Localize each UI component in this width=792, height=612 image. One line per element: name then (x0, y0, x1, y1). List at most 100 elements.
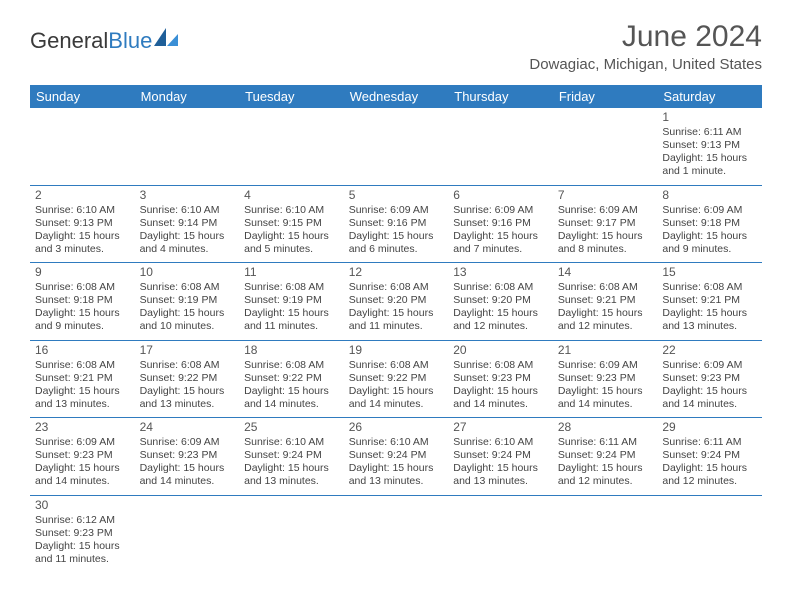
day-number: 23 (35, 420, 130, 435)
day-header: Sunday (30, 85, 135, 108)
daylight-text: Daylight: 15 hours and 9 minutes. (35, 307, 130, 333)
header: GeneralBlue June 2024 Dowagiac, Michigan… (30, 20, 762, 81)
daylight-text: Daylight: 15 hours and 13 minutes. (140, 385, 235, 411)
day-number: 14 (558, 265, 653, 280)
day-number: 2 (35, 188, 130, 203)
day-cell: 22Sunrise: 6:09 AMSunset: 9:23 PMDayligh… (657, 340, 762, 418)
day-cell: 3Sunrise: 6:10 AMSunset: 9:14 PMDaylight… (135, 185, 240, 263)
sunrise-text: Sunrise: 6:08 AM (349, 281, 444, 294)
day-info: Sunrise: 6:10 AMSunset: 9:15 PMDaylight:… (244, 204, 339, 257)
daylight-text: Daylight: 15 hours and 6 minutes. (349, 230, 444, 256)
sunrise-text: Sunrise: 6:08 AM (558, 281, 653, 294)
sunrise-text: Sunrise: 6:08 AM (453, 281, 548, 294)
day-number: 3 (140, 188, 235, 203)
day-info: Sunrise: 6:08 AMSunset: 9:21 PMDaylight:… (662, 281, 757, 334)
daylight-text: Daylight: 15 hours and 13 minutes. (662, 307, 757, 333)
day-number: 8 (662, 188, 757, 203)
day-number: 15 (662, 265, 757, 280)
daylight-text: Daylight: 15 hours and 3 minutes. (35, 230, 130, 256)
day-number: 12 (349, 265, 444, 280)
empty-cell (344, 495, 449, 572)
day-info: Sunrise: 6:11 AMSunset: 9:24 PMDaylight:… (558, 436, 653, 489)
sunset-text: Sunset: 9:16 PM (349, 217, 444, 230)
day-info: Sunrise: 6:08 AMSunset: 9:19 PMDaylight:… (140, 281, 235, 334)
day-info: Sunrise: 6:11 AMSunset: 9:24 PMDaylight:… (662, 436, 757, 489)
day-cell: 24Sunrise: 6:09 AMSunset: 9:23 PMDayligh… (135, 418, 240, 496)
day-cell: 1Sunrise: 6:11 AMSunset: 9:13 PMDaylight… (657, 108, 762, 185)
day-cell: 10Sunrise: 6:08 AMSunset: 9:19 PMDayligh… (135, 263, 240, 341)
sunset-text: Sunset: 9:18 PM (662, 217, 757, 230)
sunset-text: Sunset: 9:22 PM (244, 372, 339, 385)
sunset-text: Sunset: 9:21 PM (558, 294, 653, 307)
day-header: Monday (135, 85, 240, 108)
day-cell: 15Sunrise: 6:08 AMSunset: 9:21 PMDayligh… (657, 263, 762, 341)
sunset-text: Sunset: 9:21 PM (35, 372, 130, 385)
day-cell: 8Sunrise: 6:09 AMSunset: 9:18 PMDaylight… (657, 185, 762, 263)
sunset-text: Sunset: 9:24 PM (558, 449, 653, 462)
daylight-text: Daylight: 15 hours and 13 minutes. (349, 462, 444, 488)
sunset-text: Sunset: 9:18 PM (35, 294, 130, 307)
day-info: Sunrise: 6:08 AMSunset: 9:21 PMDaylight:… (558, 281, 653, 334)
sunset-text: Sunset: 9:19 PM (140, 294, 235, 307)
sunrise-text: Sunrise: 6:08 AM (244, 359, 339, 372)
daylight-text: Daylight: 15 hours and 8 minutes. (558, 230, 653, 256)
daylight-text: Daylight: 15 hours and 14 minutes. (453, 385, 548, 411)
sunrise-text: Sunrise: 6:10 AM (453, 436, 548, 449)
day-info: Sunrise: 6:08 AMSunset: 9:23 PMDaylight:… (453, 359, 548, 412)
sunrise-text: Sunrise: 6:08 AM (453, 359, 548, 372)
sunrise-text: Sunrise: 6:10 AM (349, 436, 444, 449)
day-number: 5 (349, 188, 444, 203)
daylight-text: Daylight: 15 hours and 13 minutes. (453, 462, 548, 488)
sunrise-text: Sunrise: 6:08 AM (140, 281, 235, 294)
day-number: 28 (558, 420, 653, 435)
page: GeneralBlue June 2024 Dowagiac, Michigan… (0, 0, 792, 592)
empty-cell (239, 495, 344, 572)
day-info: Sunrise: 6:09 AMSunset: 9:23 PMDaylight:… (35, 436, 130, 489)
logo-text-general: General (30, 28, 108, 54)
day-info: Sunrise: 6:10 AMSunset: 9:24 PMDaylight:… (349, 436, 444, 489)
daylight-text: Daylight: 15 hours and 14 minutes. (244, 385, 339, 411)
day-info: Sunrise: 6:08 AMSunset: 9:22 PMDaylight:… (349, 359, 444, 412)
sail-icon (154, 28, 180, 54)
sunrise-text: Sunrise: 6:09 AM (558, 359, 653, 372)
day-cell: 7Sunrise: 6:09 AMSunset: 9:17 PMDaylight… (553, 185, 658, 263)
day-number: 17 (140, 343, 235, 358)
empty-cell (344, 108, 449, 185)
day-number: 9 (35, 265, 130, 280)
empty-cell (448, 495, 553, 572)
day-cell: 26Sunrise: 6:10 AMSunset: 9:24 PMDayligh… (344, 418, 449, 496)
sunrise-text: Sunrise: 6:12 AM (35, 514, 130, 527)
day-number: 7 (558, 188, 653, 203)
day-cell: 25Sunrise: 6:10 AMSunset: 9:24 PMDayligh… (239, 418, 344, 496)
daylight-text: Daylight: 15 hours and 14 minutes. (140, 462, 235, 488)
day-number: 27 (453, 420, 548, 435)
daylight-text: Daylight: 15 hours and 14 minutes. (349, 385, 444, 411)
day-info: Sunrise: 6:09 AMSunset: 9:16 PMDaylight:… (453, 204, 548, 257)
day-cell: 16Sunrise: 6:08 AMSunset: 9:21 PMDayligh… (30, 340, 135, 418)
daylight-text: Daylight: 15 hours and 12 minutes. (558, 307, 653, 333)
daylight-text: Daylight: 15 hours and 7 minutes. (453, 230, 548, 256)
sunset-text: Sunset: 9:22 PM (349, 372, 444, 385)
daylight-text: Daylight: 15 hours and 12 minutes. (558, 462, 653, 488)
day-cell: 5Sunrise: 6:09 AMSunset: 9:16 PMDaylight… (344, 185, 449, 263)
day-cell: 11Sunrise: 6:08 AMSunset: 9:19 PMDayligh… (239, 263, 344, 341)
empty-cell (657, 495, 762, 572)
empty-cell (448, 108, 553, 185)
day-number: 22 (662, 343, 757, 358)
sunrise-text: Sunrise: 6:08 AM (244, 281, 339, 294)
sunrise-text: Sunrise: 6:09 AM (140, 436, 235, 449)
empty-cell (553, 495, 658, 572)
daylight-text: Daylight: 15 hours and 4 minutes. (140, 230, 235, 256)
day-cell: 18Sunrise: 6:08 AMSunset: 9:22 PMDayligh… (239, 340, 344, 418)
day-number: 18 (244, 343, 339, 358)
empty-cell (135, 108, 240, 185)
daylight-text: Daylight: 15 hours and 12 minutes. (453, 307, 548, 333)
sunset-text: Sunset: 9:14 PM (140, 217, 235, 230)
empty-cell (239, 108, 344, 185)
sunset-text: Sunset: 9:24 PM (349, 449, 444, 462)
sunrise-text: Sunrise: 6:09 AM (35, 436, 130, 449)
sunset-text: Sunset: 9:20 PM (453, 294, 548, 307)
day-cell: 27Sunrise: 6:10 AMSunset: 9:24 PMDayligh… (448, 418, 553, 496)
day-info: Sunrise: 6:09 AMSunset: 9:23 PMDaylight:… (140, 436, 235, 489)
day-number: 24 (140, 420, 235, 435)
